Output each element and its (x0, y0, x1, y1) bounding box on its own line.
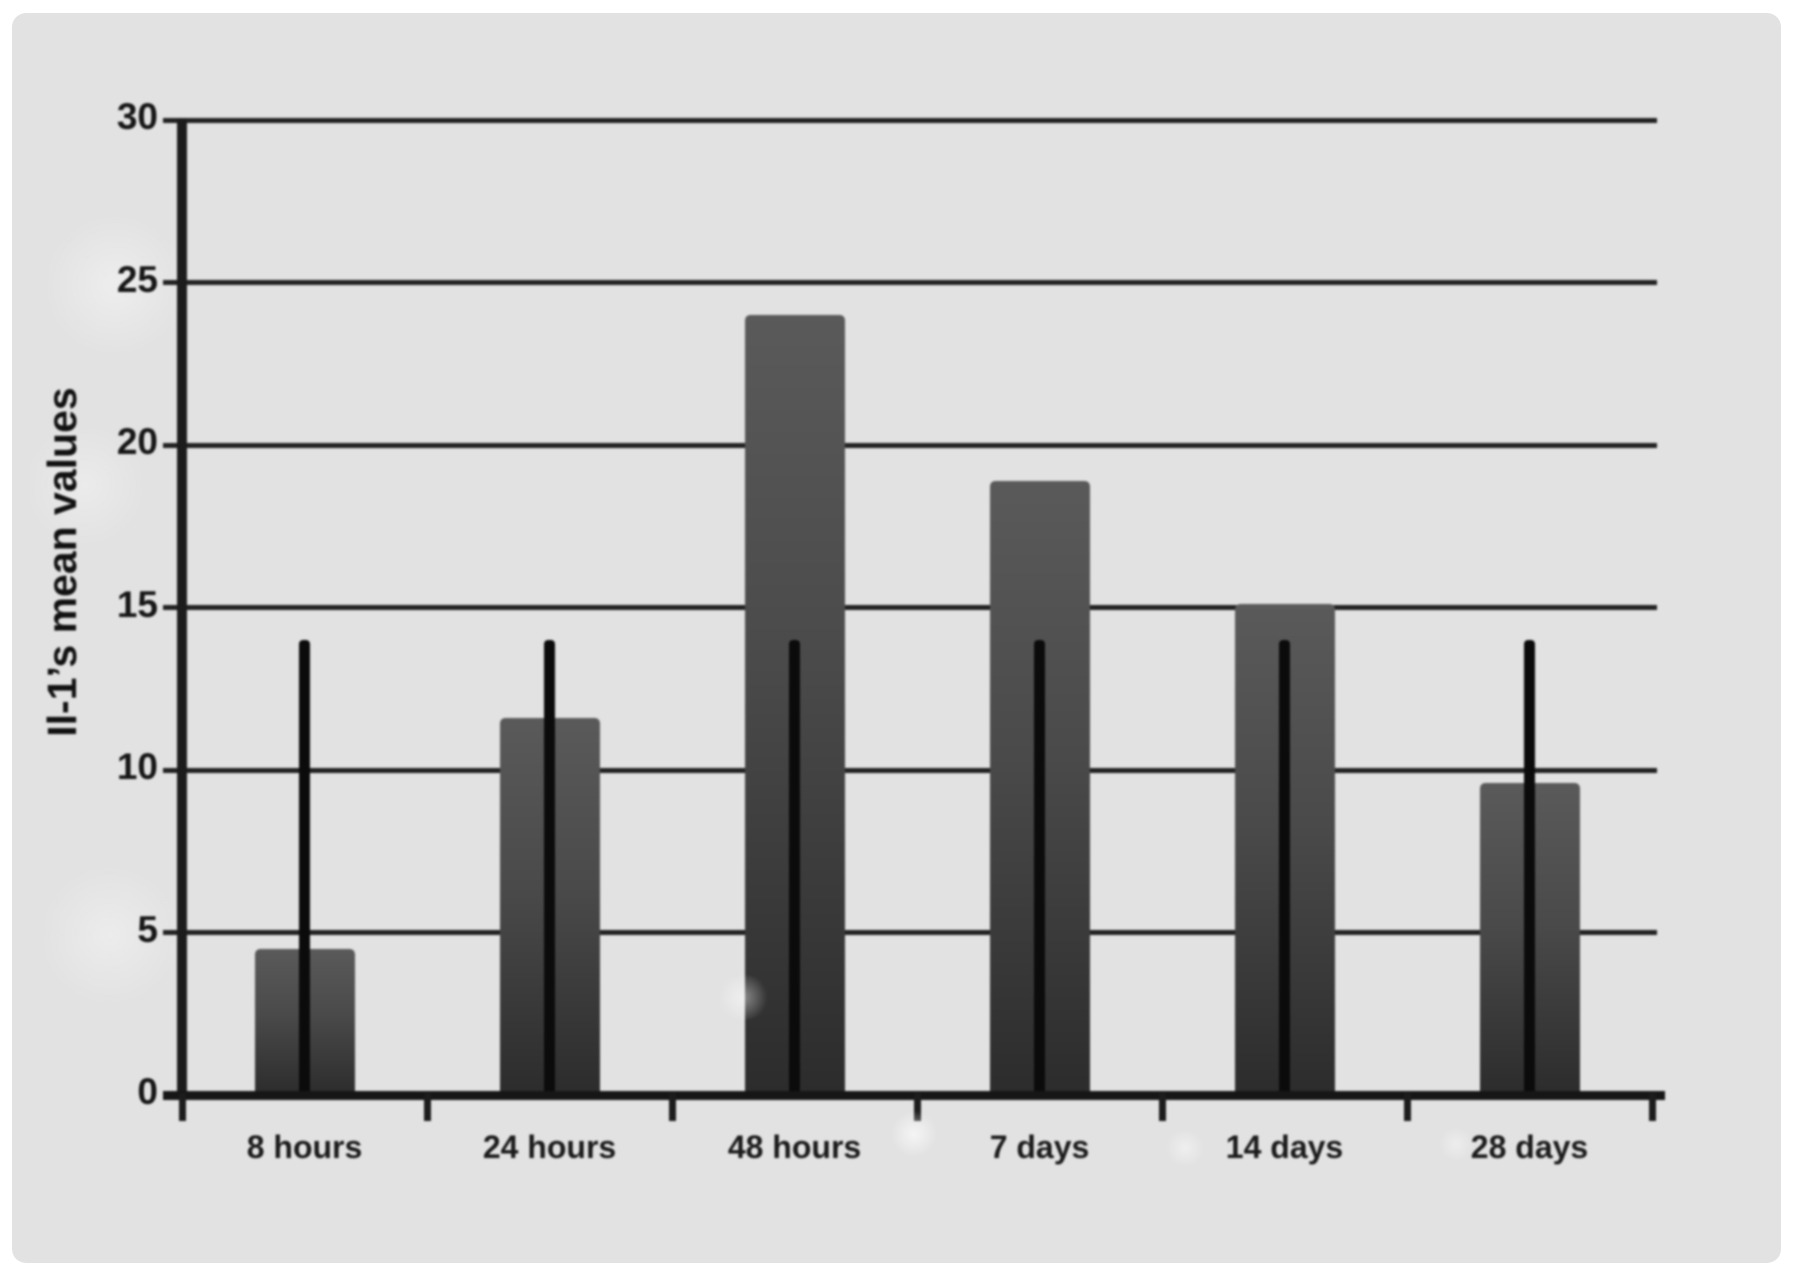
y-tick-label: 30 (116, 96, 158, 137)
y-tick-label: 5 (137, 908, 158, 950)
y-tick-label: 20 (116, 421, 158, 462)
x-tick-label: 8 hours (246, 1129, 363, 1165)
y-tick-label: 0 (137, 1071, 158, 1112)
x-tick-label: 14 days (1225, 1129, 1344, 1165)
gridline-y-30 (163, 117, 1657, 123)
gridline-y-20 (163, 442, 1657, 448)
x-axis-tick (668, 1093, 676, 1121)
y-axis-line (177, 117, 187, 1098)
x-axis-tick (423, 1093, 431, 1121)
gridline-y-10 (163, 767, 1657, 773)
gridline-y-15 (163, 605, 1657, 610)
error-bar (789, 640, 800, 1095)
y-axis-title: Il-1’s mean values (39, 387, 85, 737)
error-bar (1279, 640, 1290, 1095)
y-tick-label: 25 (116, 258, 158, 300)
x-tick-label: 28 days (1470, 1129, 1589, 1165)
x-axis-tick (1403, 1093, 1411, 1121)
y-tick-label: 10 (116, 746, 158, 787)
error-bar (299, 640, 310, 1095)
gridline-y-25 (163, 280, 1657, 285)
x-tick-label: 48 hours (727, 1129, 862, 1165)
x-tick-label: 7 days (989, 1129, 1090, 1165)
y-tick-label: 15 (116, 583, 158, 625)
x-axis-tick (178, 1093, 186, 1121)
error-bar (1524, 640, 1535, 1095)
x-axis-tick (1648, 1093, 1656, 1121)
error-bar (544, 640, 555, 1095)
x-axis-tick (913, 1093, 921, 1121)
x-tick-label: 24 hours (482, 1129, 617, 1165)
gridline-y-5 (163, 930, 1657, 935)
x-axis-tick (1158, 1093, 1166, 1121)
error-bar (1034, 640, 1045, 1095)
